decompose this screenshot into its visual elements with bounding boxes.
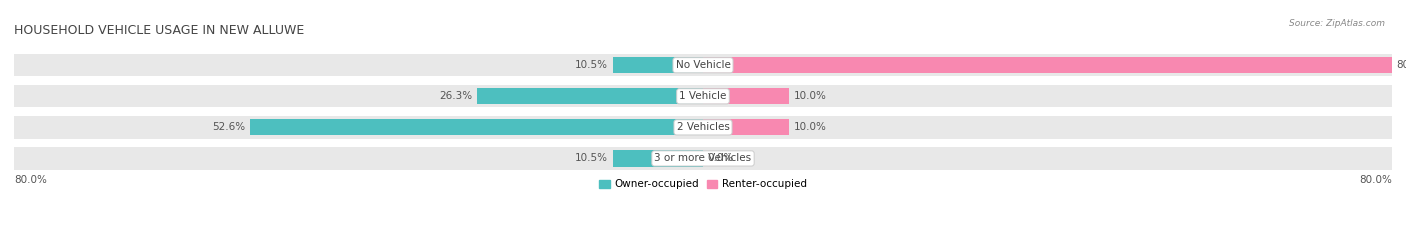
Text: HOUSEHOLD VEHICLE USAGE IN NEW ALLUWE: HOUSEHOLD VEHICLE USAGE IN NEW ALLUWE bbox=[14, 24, 304, 37]
Bar bbox=[703, 119, 789, 135]
Bar bbox=[14, 116, 1392, 139]
Text: Source: ZipAtlas.com: Source: ZipAtlas.com bbox=[1289, 19, 1385, 28]
Bar bbox=[14, 147, 1392, 170]
Text: 0.0%: 0.0% bbox=[707, 154, 734, 163]
Text: No Vehicle: No Vehicle bbox=[675, 60, 731, 70]
Text: 80.0%: 80.0% bbox=[1360, 175, 1392, 185]
Text: 2 Vehicles: 2 Vehicles bbox=[676, 122, 730, 132]
Bar bbox=[14, 54, 1392, 76]
Bar bbox=[613, 150, 703, 167]
Bar bbox=[703, 88, 789, 104]
Bar bbox=[703, 57, 1392, 73]
Bar bbox=[250, 119, 703, 135]
Text: 1 Vehicle: 1 Vehicle bbox=[679, 91, 727, 101]
Bar bbox=[477, 88, 703, 104]
Bar bbox=[14, 85, 1392, 107]
Bar bbox=[613, 57, 703, 73]
Legend: Owner-occupied, Renter-occupied: Owner-occupied, Renter-occupied bbox=[595, 175, 811, 193]
Text: 10.0%: 10.0% bbox=[793, 91, 827, 101]
Text: 3 or more Vehicles: 3 or more Vehicles bbox=[654, 154, 752, 163]
Text: 10.0%: 10.0% bbox=[793, 122, 827, 132]
Text: 80.0%: 80.0% bbox=[1396, 60, 1406, 70]
Text: 80.0%: 80.0% bbox=[14, 175, 46, 185]
Text: 10.5%: 10.5% bbox=[575, 60, 609, 70]
Text: 26.3%: 26.3% bbox=[439, 91, 472, 101]
Text: 10.5%: 10.5% bbox=[575, 154, 609, 163]
Text: 52.6%: 52.6% bbox=[212, 122, 246, 132]
